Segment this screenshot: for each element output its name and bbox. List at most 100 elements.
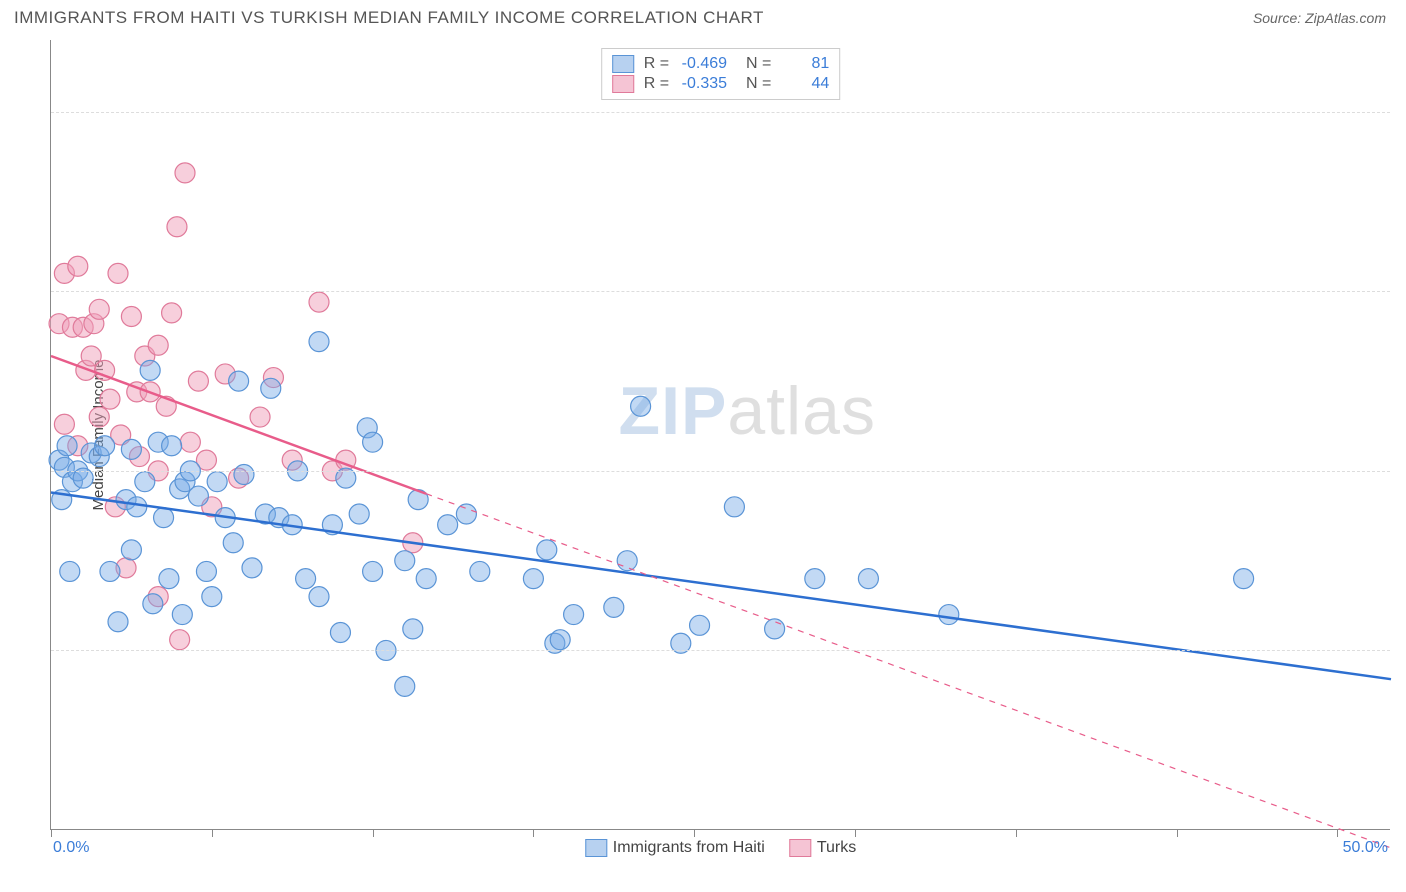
scatter-point (309, 587, 329, 607)
xaxis-label-max: 50.0% (1343, 839, 1388, 857)
legend-correlation: R = -0.469 N = 81 R = -0.335 N = 44 (601, 48, 841, 100)
scatter-point (223, 533, 243, 553)
r-label-0: R = (644, 55, 669, 73)
scatter-point (330, 623, 350, 643)
xaxis-label-min: 0.0% (53, 839, 89, 857)
scatter-point (363, 561, 383, 581)
scatter-point (196, 561, 216, 581)
scatter-point (172, 605, 192, 625)
scatter-point (89, 299, 109, 319)
trend-line-dashed (426, 494, 1391, 848)
ytick-label: $100,000 (1400, 462, 1406, 480)
scatter-point (724, 497, 744, 517)
legend-series-swatch-1 (789, 839, 811, 857)
scatter-point (167, 217, 187, 237)
scatter-point (438, 515, 458, 535)
scatter-point (456, 504, 476, 524)
xtick (373, 829, 374, 837)
source-value: ZipAtlas.com (1305, 10, 1386, 26)
xtick (533, 829, 534, 837)
xtick (1337, 829, 1338, 837)
ytick-label: $50,000 (1400, 641, 1406, 659)
scatter-point (180, 432, 200, 452)
legend-swatch-1 (612, 75, 634, 93)
scatter-point (54, 414, 74, 434)
xtick (51, 829, 52, 837)
n-label-0: N = (737, 55, 771, 73)
scatter-point (537, 540, 557, 560)
source: Source: ZipAtlas.com (1253, 10, 1386, 26)
scatter-point (261, 378, 281, 398)
chart-container: IMMIGRANTS FROM HAITI VS TURKISH MEDIAN … (0, 0, 1406, 892)
scatter-point (148, 335, 168, 355)
source-label: Source: (1253, 10, 1301, 26)
scatter-point (60, 561, 80, 581)
scatter-point (309, 292, 329, 312)
scatter-point (108, 263, 128, 283)
header: IMMIGRANTS FROM HAITI VS TURKISH MEDIAN … (0, 0, 1406, 32)
legend-series-swatch-0 (585, 839, 607, 857)
scatter-point (395, 551, 415, 571)
gridline-h (51, 112, 1390, 113)
scatter-point (202, 587, 222, 607)
xtick (1016, 829, 1017, 837)
scatter-point (170, 630, 190, 650)
n-label-1: N = (737, 75, 771, 93)
chart-title: IMMIGRANTS FROM HAITI VS TURKISH MEDIAN … (14, 8, 764, 28)
scatter-point (765, 619, 785, 639)
scatter-point (154, 508, 174, 528)
scatter-point (207, 472, 227, 492)
r-label-1: R = (644, 75, 669, 93)
gridline-h (51, 291, 1390, 292)
legend-swatch-0 (612, 55, 634, 73)
scatter-point (939, 605, 959, 625)
xtick (1177, 829, 1178, 837)
scatter-point (68, 256, 88, 276)
scatter-point (234, 465, 254, 485)
scatter-point (363, 432, 383, 452)
xtick (694, 829, 695, 837)
scatter-point (121, 540, 141, 560)
scatter-point (135, 472, 155, 492)
ytick-label: $150,000 (1400, 282, 1406, 300)
scatter-point (242, 558, 262, 578)
legend-series-item-1: Turks (789, 839, 856, 857)
chart-area: Median Family Income ZIPatlas R = -0.469… (50, 40, 1390, 830)
r-value-0: -0.469 (675, 55, 727, 73)
scatter-point (470, 561, 490, 581)
scatter-point (143, 594, 163, 614)
scatter-point (296, 569, 316, 589)
scatter-point (162, 436, 182, 456)
legend-series: Immigrants from Haiti Turks (585, 839, 856, 857)
xtick (212, 829, 213, 837)
scatter-point (127, 497, 147, 517)
scatter-point (805, 569, 825, 589)
scatter-point (349, 504, 369, 524)
scatter-point (523, 569, 543, 589)
legend-series-label-1: Turks (817, 839, 856, 857)
scatter-point (140, 360, 160, 380)
ytick-label: $200,000 (1400, 103, 1406, 121)
scatter-point (100, 389, 120, 409)
scatter-point (121, 307, 141, 327)
scatter-point (250, 407, 270, 427)
scatter-point (309, 332, 329, 352)
scatter-point (564, 605, 584, 625)
scatter-point (175, 163, 195, 183)
scatter-point (229, 371, 249, 391)
scatter-point (121, 439, 141, 459)
scatter-point (100, 561, 120, 581)
scatter-point (617, 551, 637, 571)
plot-area: Median Family Income ZIPatlas R = -0.469… (50, 40, 1390, 830)
scatter-point (95, 436, 115, 456)
n-value-1: 44 (777, 75, 829, 93)
n-value-0: 81 (777, 55, 829, 73)
scatter-point (188, 371, 208, 391)
gridline-h (51, 471, 1390, 472)
scatter-point (188, 486, 208, 506)
r-value-1: -0.335 (675, 75, 727, 93)
scatter-point (159, 569, 179, 589)
scatter-point (89, 407, 109, 427)
scatter-point (631, 396, 651, 416)
scatter-point (858, 569, 878, 589)
